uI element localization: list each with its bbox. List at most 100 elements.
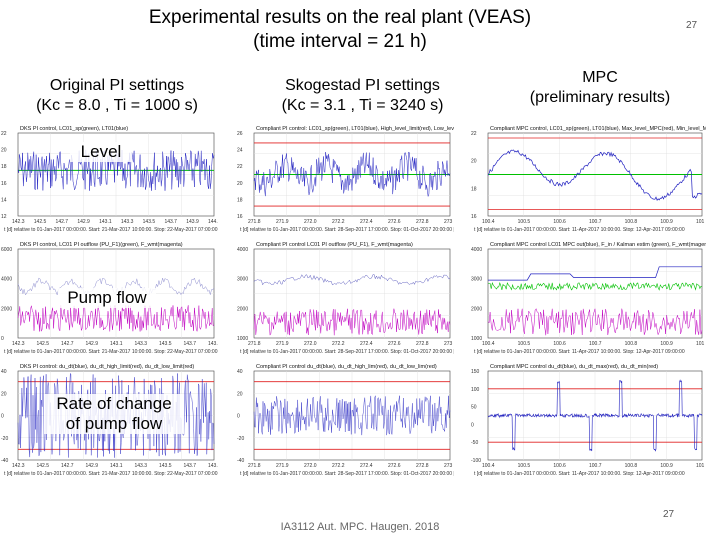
column-header-line-1: MPC: [582, 69, 618, 86]
y-tick-label: 18: [237, 197, 243, 203]
y-tick-label: -20: [237, 436, 244, 442]
x-tick-label: 100.7: [589, 219, 602, 225]
plot-level-skogestad-pi: Compliant PI control: LC01_sp(green), LT…: [236, 124, 454, 236]
x-tick-label: 142.9: [86, 463, 99, 469]
plot-pumpflow-mpc: Compliant MPC control LC01 MPC out(blue)…: [470, 240, 706, 358]
x-tick-label: 142.7: [56, 219, 69, 225]
x-tick-label: 142.3: [12, 341, 25, 347]
x-tick-label: 272.6: [388, 219, 401, 225]
series-line: [488, 266, 702, 281]
page-number-top: 27: [686, 20, 698, 31]
x-tick-label: 272.4: [360, 219, 373, 225]
y-tick-label: 14: [1, 197, 7, 203]
y-tick-label: 1000: [471, 336, 482, 342]
y-tick-label: 20: [237, 181, 243, 187]
x-tick-label: 100.4: [482, 463, 495, 469]
series-line: [488, 282, 703, 291]
x-tick-label: 271.9: [276, 341, 289, 347]
x-tick-label: 272.6: [388, 341, 401, 347]
plot-level-skogestad-pi-svg: Compliant PI control: LC01_sp(green), LT…: [237, 126, 454, 233]
series-line: [487, 308, 703, 336]
x-tick-label: 100.9: [660, 341, 673, 347]
page-number-bottom: 27: [663, 509, 675, 520]
y-tick-label: 20: [1, 148, 7, 154]
x-axis-label: t [d] relative to 01-Jan-2017 00:00:00. …: [4, 227, 218, 233]
plot-rate-mpc-svg: Compliant MPC control du_dt(blue), du_dt…: [471, 364, 705, 477]
series-line: [487, 149, 703, 201]
x-tick-label: 143.9: [208, 341, 218, 347]
x-tick-label: 100.4: [482, 219, 495, 225]
column-header-line-2: (Kc = 8.0 , Ti = 1000 s): [36, 97, 198, 114]
y-tick-label: 6000: [1, 247, 12, 253]
x-tick-label: 142.3: [12, 463, 25, 469]
series-line: [487, 379, 703, 452]
series-line: [253, 395, 451, 436]
y-tick-label: 16: [237, 214, 243, 220]
x-tick-label: 143.3: [135, 341, 148, 347]
title-line-2: (time interval = 21 h): [253, 31, 427, 52]
x-tick-label: 272.8: [416, 463, 429, 469]
plot-pumpflow-skogestad-pi: Compliant PI control LC01 PI outflow (PU…: [236, 240, 454, 358]
y-tick-label: -50: [471, 440, 478, 446]
y-tick-label: 40: [237, 369, 243, 375]
y-tick-label: 0: [1, 336, 4, 342]
y-tick-label: 16: [1, 181, 7, 187]
y-tick-label: 0: [237, 414, 240, 420]
y-tick-label: 18: [1, 164, 7, 170]
y-tick-label: 50: [471, 405, 477, 411]
column-header-line-2: (preliminary results): [529, 89, 671, 106]
plot-rate-skogestad-pi: Compliant PI control du_dt(blue), du_dt_…: [236, 362, 454, 480]
x-tick-label: 272.8: [416, 219, 429, 225]
y-tick-label: -40: [1, 458, 8, 464]
x-tick-label: 273: [444, 341, 453, 347]
x-tick-label: 142.7: [61, 463, 74, 469]
y-tick-label: 22: [237, 164, 243, 170]
x-tick-label: 100.5: [518, 463, 531, 469]
y-tick-label: 24: [237, 148, 243, 154]
column-header-line-1: Original PI settings: [49, 77, 185, 94]
x-tick-label: 100.6: [553, 341, 566, 347]
y-tick-label: 3000: [237, 277, 248, 283]
plot-pumpflow-mpc-svg: Compliant MPC control LC01 MPC out(blue)…: [471, 242, 706, 355]
x-tick-label: 100.7: [589, 341, 602, 347]
plot-level-mpc-svg: Compliant MPC control, LC01_sp(green), L…: [471, 126, 706, 233]
x-tick-label: 143.5: [159, 341, 172, 347]
y-tick-label: 0: [471, 422, 474, 428]
y-tick-label: 40: [1, 369, 7, 375]
y-tick-label: -100: [471, 458, 481, 464]
plot-pumpflow-skogestad-pi-svg: Compliant PI control LC01 PI outflow (PU…: [237, 242, 454, 355]
x-tick-label: 142.5: [37, 463, 50, 469]
plot-rate-mpc: Compliant MPC control du_dt(blue), du_dt…: [470, 362, 706, 480]
title-line-1: Experimental results on the real plant (…: [148, 7, 532, 28]
x-tick-label: 143.3: [135, 463, 148, 469]
x-tick-label: 100.5: [518, 219, 531, 225]
x-tick-label: 100.6: [553, 219, 566, 225]
plot-level-original-pi: DKS PI control, LC01_sp(green), LT01(blu…: [0, 124, 218, 236]
x-tick-label: 273: [444, 219, 453, 225]
x-tick-label: 273: [444, 463, 453, 469]
x-tick-label: 272.0: [304, 463, 317, 469]
y-tick-label: -20: [1, 436, 8, 442]
x-axis-label: t [d] relative to 01-Jan-2017 00:00:00. …: [474, 471, 685, 477]
x-tick-label: 272.2: [332, 463, 345, 469]
x-tick-label: 143.7: [164, 219, 177, 225]
x-tick-label: 100.5: [518, 341, 531, 347]
x-tick-label: 271.8: [248, 463, 261, 469]
y-tick-label: 0: [1, 414, 4, 420]
y-tick-label: -40: [237, 458, 244, 464]
x-tick-label: 143.9: [208, 463, 218, 469]
y-tick-label: 3000: [471, 277, 482, 283]
x-tick-label: 143.7: [184, 341, 197, 347]
plot-level-original-pi-svg: DKS PI control, LC01_sp(green), LT01(blu…: [1, 126, 218, 233]
x-tick-label: 143.1: [110, 341, 123, 347]
panel-title: DKS PI control, LC01_sp(green), LT01(blu…: [20, 126, 128, 132]
row-label-level: Level: [70, 142, 132, 162]
row-label-rate-line-2: of pump flow: [65, 414, 163, 433]
x-tick-label: 100.8: [625, 341, 638, 347]
x-tick-label: 143.5: [143, 219, 156, 225]
row-label-rate-line-1: Rate of change: [56, 394, 172, 413]
y-tick-label: 2000: [1, 306, 12, 312]
panel-title: Compliant MPC control du_dt(blue), du_dt…: [490, 364, 658, 370]
x-tick-label: 272.0: [304, 341, 317, 347]
x-tick-label: 100.9: [660, 219, 673, 225]
